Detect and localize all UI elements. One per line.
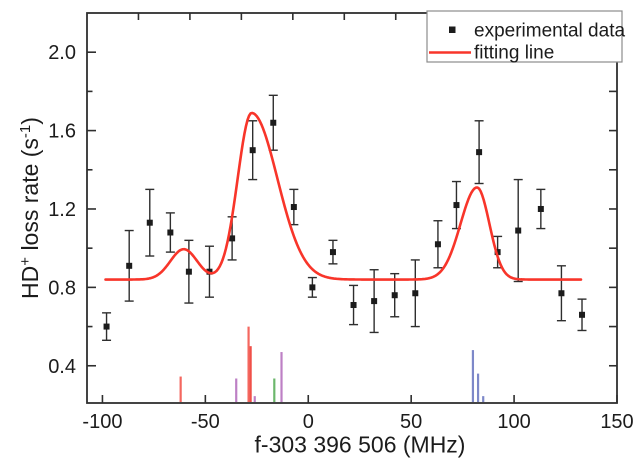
fit-curve bbox=[104, 111, 583, 281]
data-point-marker bbox=[412, 290, 419, 297]
data-point-marker bbox=[185, 268, 192, 275]
data-point-marker bbox=[249, 147, 256, 154]
x-axis-tick-label: 150 bbox=[600, 411, 633, 433]
data-point-marker bbox=[103, 323, 110, 330]
x-axis-tick-label: -100 bbox=[82, 411, 122, 433]
legend-label-fitting-line: fitting line bbox=[474, 43, 554, 64]
x-axis-tick-label: 100 bbox=[497, 411, 530, 433]
x-axis-tick-label: 0 bbox=[303, 411, 314, 433]
y-axis-tick-label: 1.2 bbox=[48, 199, 76, 221]
y-axis-tick-label: 0.4 bbox=[48, 356, 76, 378]
x-axis-tick-label: 50 bbox=[400, 411, 422, 433]
data-point-marker bbox=[309, 284, 316, 291]
data-point-marker bbox=[434, 241, 441, 248]
experimental-data-series bbox=[102, 94, 587, 341]
legend-label-experimental-data: experimental data bbox=[474, 21, 625, 42]
data-point-marker bbox=[167, 229, 174, 236]
data-point-marker bbox=[290, 204, 297, 211]
legend-box bbox=[426, 10, 623, 63]
data-point-marker bbox=[558, 290, 565, 297]
y-axis-tick-label: 0.8 bbox=[48, 277, 76, 299]
data-point-marker bbox=[515, 227, 522, 234]
data-point-marker bbox=[146, 219, 153, 226]
axes: -100 -50 0 50 100 150 0.4 0.8 1.2 1.6 2.0 f-303 396… bbox=[17, 12, 634, 458]
data-point-marker bbox=[270, 119, 277, 126]
data-point-marker bbox=[453, 202, 460, 209]
data-point-marker bbox=[229, 235, 236, 242]
data-point-marker bbox=[126, 262, 133, 269]
x-axis-tick-label: -50 bbox=[191, 411, 220, 433]
data-point-marker bbox=[537, 205, 544, 212]
data-point-marker bbox=[350, 302, 357, 309]
y-axis-tick-label: 1.6 bbox=[48, 121, 76, 143]
legend-marker-square bbox=[449, 26, 456, 33]
data-point-marker bbox=[371, 298, 378, 305]
plot-frame bbox=[86, 12, 618, 404]
data-point-marker bbox=[579, 311, 586, 318]
stick-spectrum bbox=[179, 326, 485, 402]
x-axis-title: f-303 396 506 (MHz) bbox=[255, 432, 466, 458]
data-point-marker bbox=[476, 149, 483, 156]
data-point-marker bbox=[329, 249, 336, 256]
y-axis-tick-label: 2.0 bbox=[48, 42, 76, 64]
data-point-marker bbox=[391, 292, 398, 299]
y-axis-title: HD+ loss rate (s-1) bbox=[17, 117, 43, 299]
